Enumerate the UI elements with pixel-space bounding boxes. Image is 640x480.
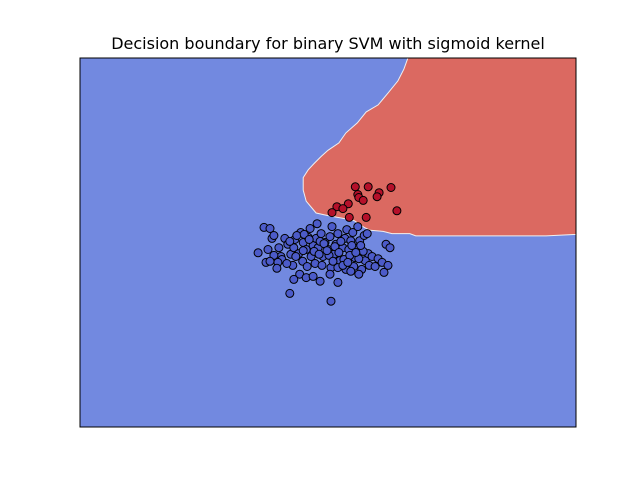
data-point-class-0 [370, 262, 380, 271]
data-point-class-0 [334, 248, 344, 257]
data-point-class-0 [265, 256, 275, 266]
data-point-class-0 [304, 235, 314, 244]
data-points [253, 182, 402, 306]
data-point-class-0 [325, 232, 335, 242]
data-point-class-0 [269, 231, 279, 240]
data-point-class-1 [350, 182, 360, 192]
data-point-class-0 [272, 263, 282, 273]
data-point-class-0 [263, 245, 273, 254]
data-point-class-0 [282, 259, 292, 268]
data-point-class-0 [347, 241, 357, 250]
data-point-class-0 [343, 257, 353, 267]
data-point-class-0 [333, 229, 343, 239]
data-point-class-0 [379, 267, 389, 277]
data-point-class-0 [314, 249, 324, 259]
data-point-class-0 [298, 246, 308, 256]
data-point-class-1 [358, 195, 368, 205]
data-point-class-0 [291, 252, 301, 261]
data-point-class-0 [322, 246, 332, 256]
data-point-class-0 [285, 288, 295, 298]
data-point-class-0 [265, 224, 275, 233]
data-point-class-0 [354, 269, 364, 279]
data-point-class-1 [386, 183, 396, 192]
data-point-class-0 [285, 236, 295, 246]
data-point-class-1 [344, 212, 354, 222]
data-point-class-0 [292, 231, 302, 240]
data-point-class-0 [312, 219, 322, 229]
data-point-class-0 [383, 260, 393, 270]
data-point-class-1 [327, 208, 337, 218]
data-point-class-0 [351, 248, 361, 257]
data-point-class-0 [305, 224, 315, 233]
data-point-class-0 [315, 276, 325, 286]
data-point-class-0 [253, 248, 263, 258]
data-point-class-0 [308, 271, 318, 281]
data-point-class-0 [333, 277, 343, 287]
data-point-class-0 [274, 243, 284, 253]
data-point-class-0 [356, 241, 366, 250]
data-point-class-1 [363, 182, 373, 192]
data-point-class-1 [338, 204, 348, 214]
plot-frame [79, 57, 577, 428]
data-point-class-0 [346, 266, 356, 276]
data-point-class-0 [362, 229, 372, 239]
data-point-class-1 [361, 212, 371, 222]
data-point-class-0 [353, 222, 363, 232]
data-point-class-1 [392, 206, 402, 216]
data-point-class-0 [385, 243, 395, 253]
data-point-class-0 [325, 269, 335, 279]
data-point-class-0 [316, 229, 326, 239]
data-point-class-0 [348, 228, 358, 237]
data-point-class-0 [327, 222, 337, 232]
data-point-class-0 [289, 274, 299, 284]
data-point-class-0 [302, 262, 312, 271]
data-point-class-0 [336, 236, 346, 246]
data-point-class-0 [317, 260, 327, 270]
data-point-class-0 [328, 256, 338, 266]
positive-decision-region [302, 57, 577, 237]
data-point-class-0 [326, 296, 336, 306]
data-point-class-1 [372, 192, 382, 202]
chart-title: Decision boundary for binary SVM with si… [111, 34, 545, 53]
